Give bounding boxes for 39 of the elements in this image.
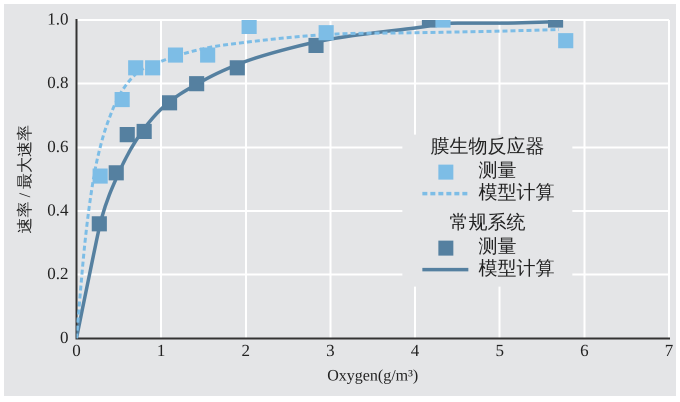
point: [128, 60, 144, 76]
y-tick-label: 0.2: [47, 264, 68, 284]
point: [92, 168, 108, 184]
x-tick-label: 3: [326, 341, 335, 360]
annotation: 常规系统: [449, 212, 526, 234]
legend-label: 模型计算: [478, 258, 554, 280]
x-axis-title: Oxygen(g/m³): [327, 368, 418, 385]
legend-label: 测量: [478, 236, 516, 258]
y-axis-title: 速率 / 最大速率: [16, 124, 34, 234]
x-tick-label: 4: [410, 341, 420, 360]
point: [200, 47, 216, 63]
y-tick-label: 1.0: [47, 9, 68, 28]
point: [230, 60, 245, 76]
point: [114, 92, 130, 108]
y-tick-label: 0.6: [47, 136, 68, 156]
point: [308, 38, 324, 54]
x-tick-label: 2: [242, 341, 250, 360]
y-tick-label: 0: [60, 328, 68, 347]
point: [136, 124, 152, 140]
x-tick-label: 7: [664, 341, 674, 360]
point: [92, 216, 107, 232]
point: [189, 76, 204, 92]
x-tick-label: 0: [72, 341, 81, 360]
point: [145, 60, 160, 76]
y-tick-label: 0.4: [47, 200, 69, 220]
point: [108, 165, 124, 180]
point: [120, 127, 135, 142]
annotation: 膜生物反应器: [430, 136, 544, 158]
point: [558, 33, 574, 48]
x-tick-label: 5: [495, 341, 504, 360]
point: [318, 25, 334, 40]
y-tick-label: 0.8: [47, 73, 68, 92]
point: [242, 20, 257, 34]
x-tick-label: 1: [156, 341, 166, 360]
legend-label: 模型计算: [478, 182, 554, 204]
point: [168, 47, 184, 63]
point: [162, 95, 178, 110]
legend-label: 测量: [478, 160, 516, 182]
x-tick-label: 6: [580, 341, 589, 360]
